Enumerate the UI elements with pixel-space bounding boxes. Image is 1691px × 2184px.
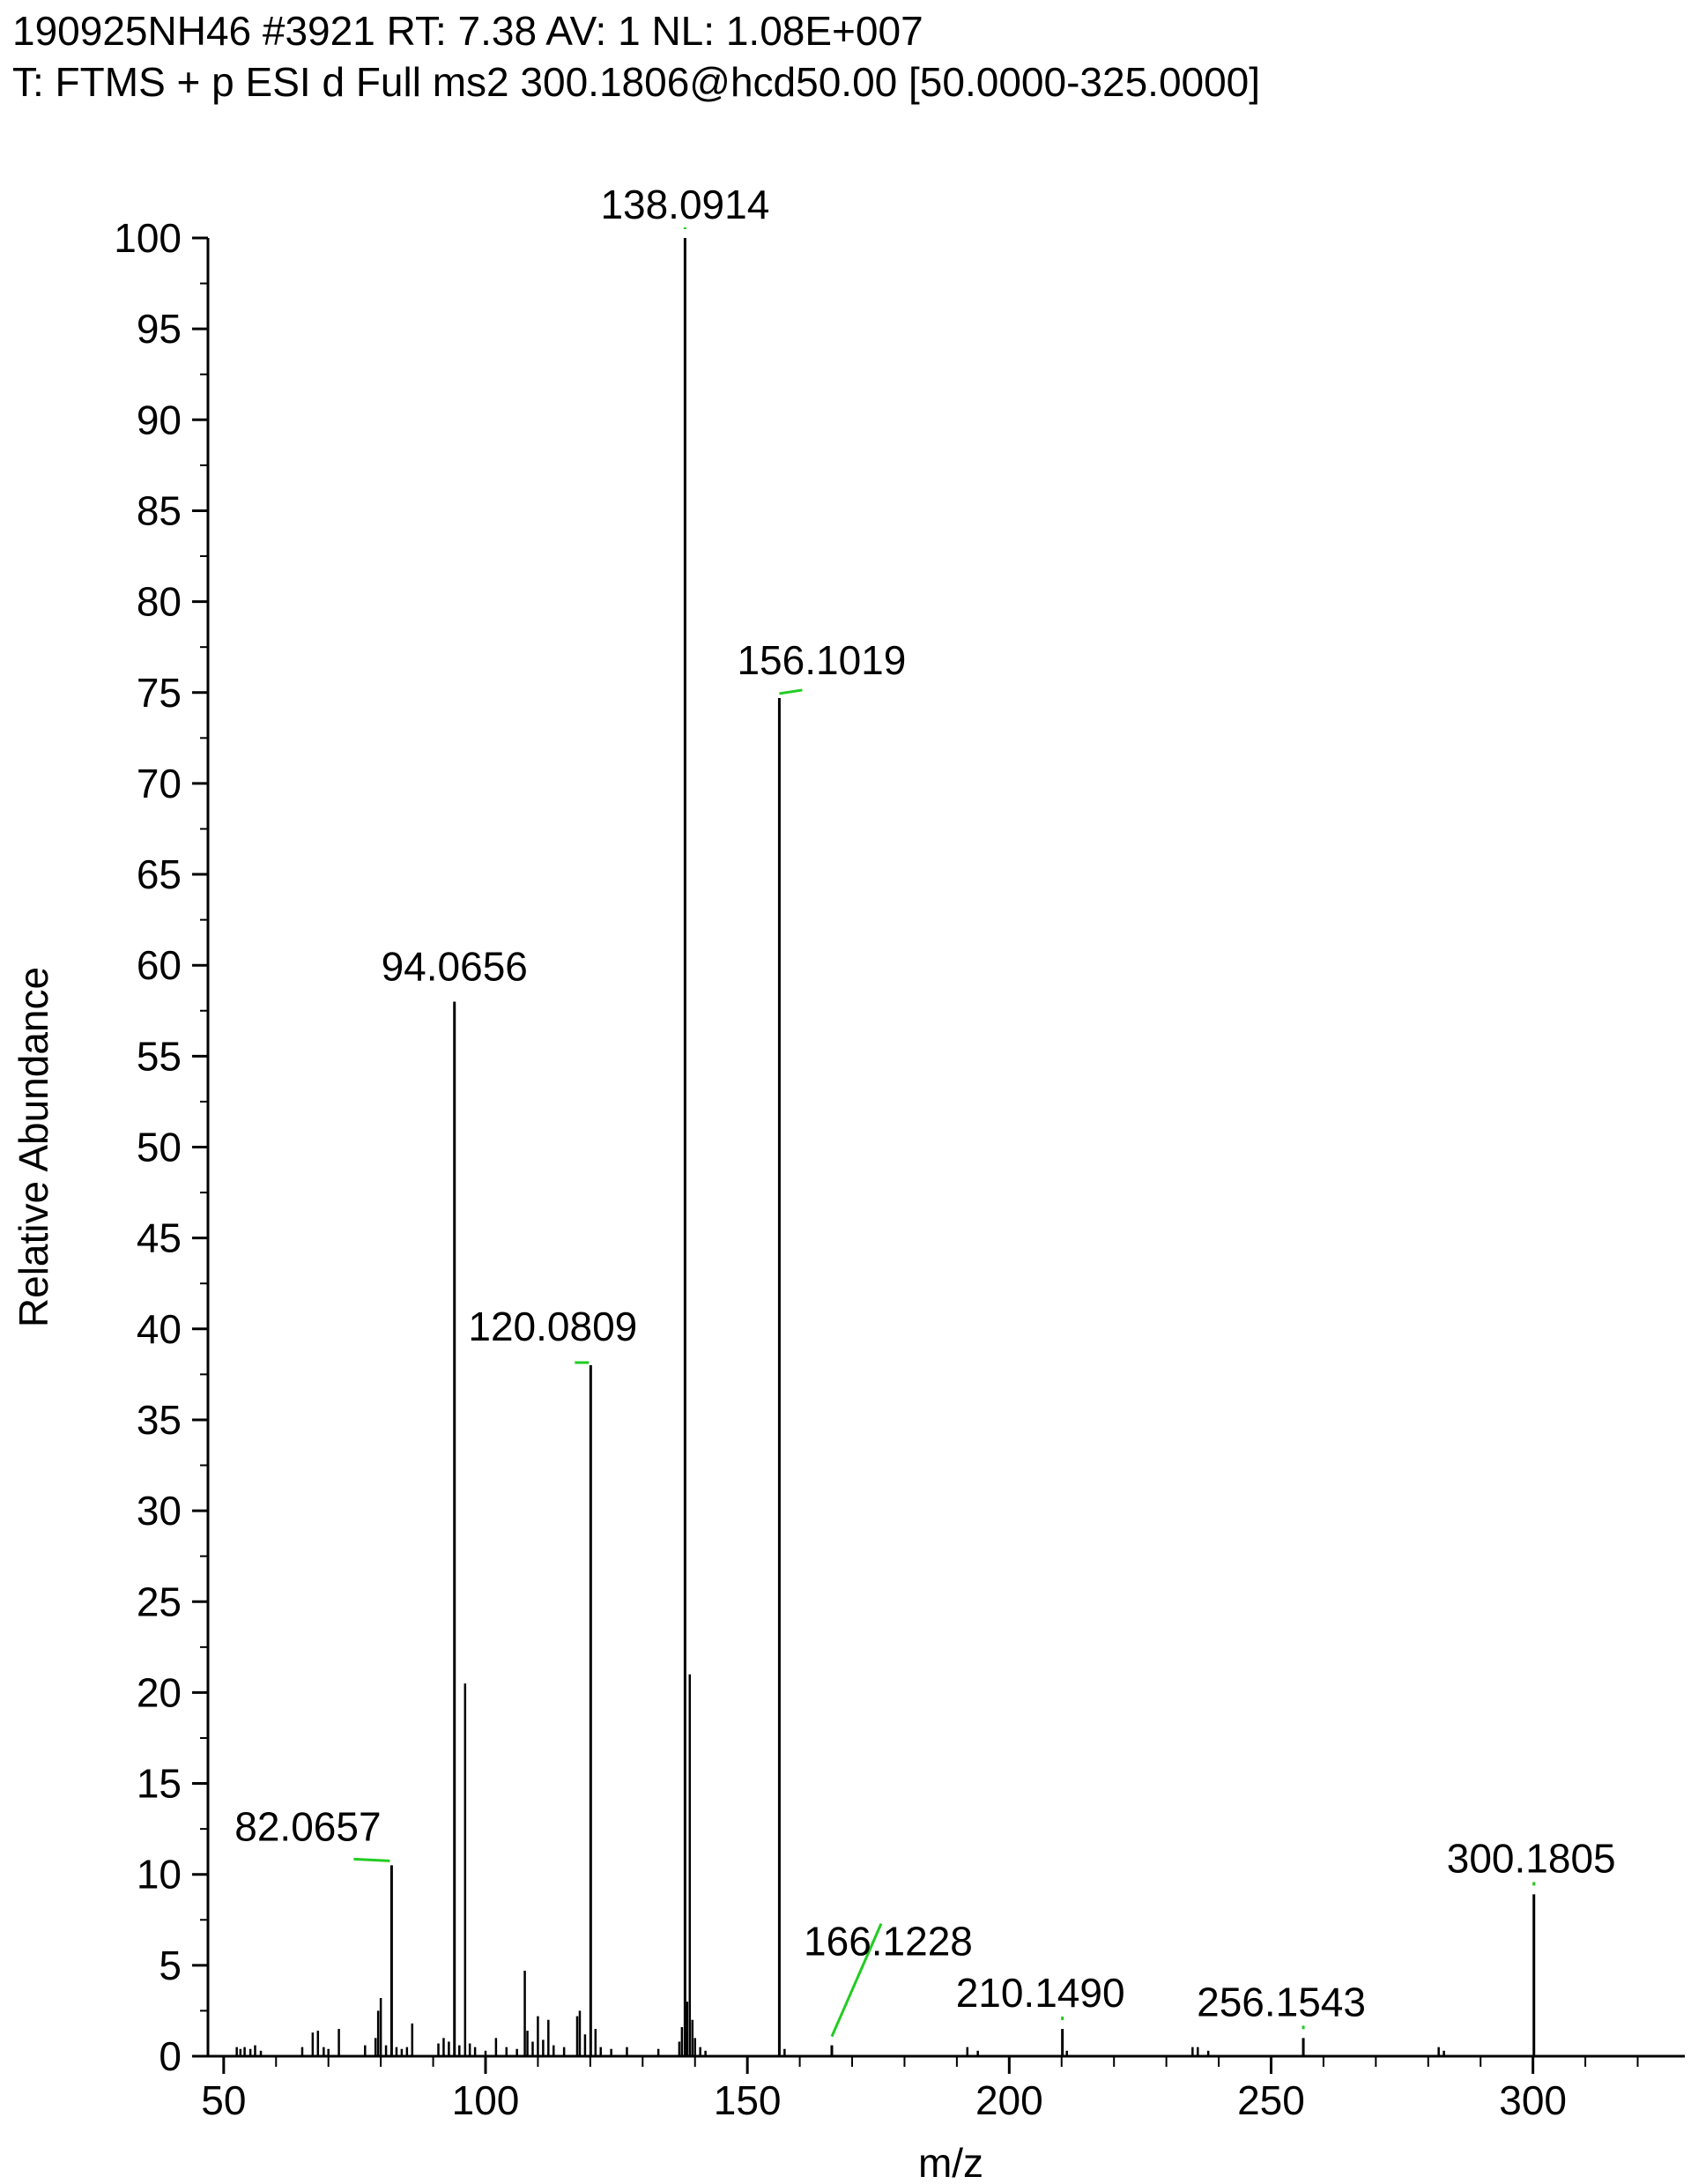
y-tick-label: 45: [137, 1215, 182, 1261]
scan-header: 190925NH46 #3921 RT: 7.38 AV: 1 NL: 1.08…: [12, 5, 1260, 108]
y-tick-label: 25: [137, 1579, 182, 1624]
y-tick-label: 65: [137, 851, 182, 897]
axes: [206, 238, 1685, 2058]
peak-label: 156.1019: [737, 637, 906, 683]
peak-leader-line: [353, 1857, 390, 1862]
y-axis-title: Relative Abundance: [11, 967, 56, 1327]
y-tick-label: 50: [137, 1125, 182, 1170]
y-tick-label: 35: [137, 1397, 182, 1443]
y-tick-label: 55: [137, 1033, 182, 1079]
peak-leader-line: [830, 1923, 883, 2038]
y-tick-label: 20: [137, 1669, 182, 1715]
peak-label: 210.1490: [956, 1970, 1125, 2016]
y-tick-label: 5: [159, 1943, 182, 1988]
labeled-peaks: [389, 238, 1536, 2056]
x-tick-label: 150: [714, 2077, 782, 2123]
peak-label: 94.0656: [382, 943, 528, 989]
x-tick-label: 250: [1237, 2077, 1305, 2123]
peak-labels: 82.0657 94.0656 120.0809 138.0914 156.1019 16…: [234, 182, 1616, 2038]
x-tick-label: 200: [975, 2077, 1043, 2123]
peak-label: 256.1543: [1197, 1979, 1366, 2024]
y-tick-label: 80: [137, 579, 182, 625]
y-tick-label: 15: [137, 1761, 182, 1807]
y-ticks: 0 5 10 15 20 25 30 35 40 45 50 55 60 65 70 75 80 85 90 95 10…: [114, 215, 208, 2079]
scan-info-line: 190925NH46 #3921 RT: 7.38 AV: 1 NL: 1.08…: [12, 8, 923, 54]
y-tick-label: 100: [114, 215, 182, 261]
y-tick-label: 70: [137, 761, 182, 806]
x-axis-title: m/z: [918, 2140, 983, 2184]
peak-label: 82.0657: [234, 1803, 381, 1849]
peak-label: 300.1805: [1447, 1835, 1616, 1881]
x-tick-label: 100: [452, 2077, 520, 2123]
y-tick-label: 75: [137, 670, 182, 716]
y-tick-label: 90: [137, 397, 182, 442]
y-tick-label: 30: [137, 1488, 182, 1534]
x-ticks: 50 100 150 200 250 300: [201, 2056, 1639, 2123]
y-tick-label: 10: [137, 1852, 182, 1898]
x-tick-label: 300: [1499, 2077, 1567, 2123]
y-tick-label: 85: [137, 487, 182, 533]
minor-peaks: [235, 1674, 1445, 2056]
y-tick-label: 60: [137, 942, 182, 988]
peak-label: 120.0809: [468, 1304, 637, 1349]
peak-label: 166.1228: [804, 1919, 973, 1965]
y-tick-label: 95: [137, 306, 182, 352]
x-tick-label: 50: [201, 2077, 246, 2123]
peak-leader-line: [779, 688, 803, 695]
y-tick-label: 0: [159, 2033, 182, 2079]
y-tick-label: 40: [137, 1306, 182, 1352]
peak-label: 138.0914: [600, 182, 769, 227]
scan-filter-line: T: FTMS + p ESI d Full ms2 300.1806@hcd5…: [12, 59, 1261, 105]
